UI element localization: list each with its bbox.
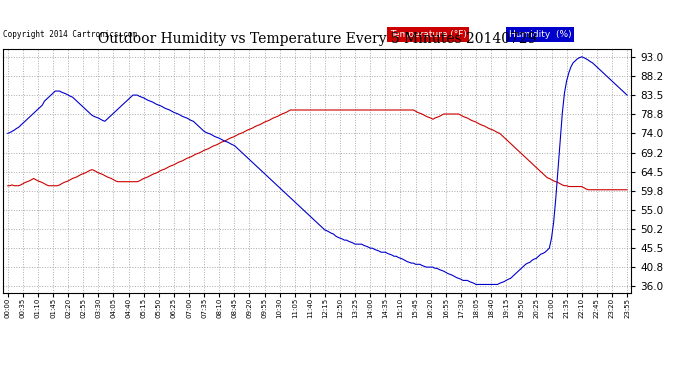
Text: Temperature (°F): Temperature (°F) xyxy=(390,30,466,39)
Text: Humidity  (%): Humidity (%) xyxy=(509,30,571,39)
Text: Copyright 2014 Cartronics.com: Copyright 2014 Cartronics.com xyxy=(3,30,137,39)
Title: Outdoor Humidity vs Temperature Every 5 Minutes 20140729: Outdoor Humidity vs Temperature Every 5 … xyxy=(98,32,537,46)
